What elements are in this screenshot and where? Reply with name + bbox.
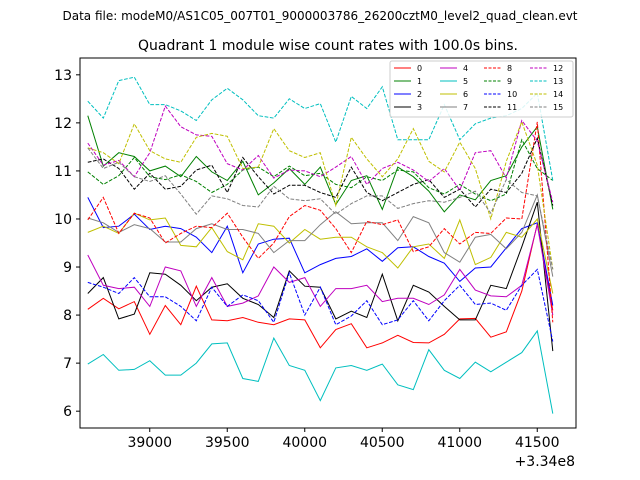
x-tick-label: 39500 [205,435,250,451]
legend-label-14: 14 [553,90,563,99]
series-line-14 [87,120,554,270]
plot-area-frame [79,57,577,429]
legend-label-15: 15 [553,103,563,112]
x-offset-label: +3.34e8 [515,454,575,470]
legend-label-9: 9 [507,77,512,86]
legend-label-13: 13 [553,77,563,86]
series-line-9 [87,138,554,202]
y-tick-label: 12 [54,116,72,132]
legend-label-10: 10 [507,90,517,99]
y-tick-label: 13 [54,68,72,84]
series-line-4 [87,224,554,316]
y-tick-label: 11 [54,164,72,180]
series-line-8 [87,121,554,323]
series-line-11 [87,136,554,208]
x-tick-label: 40500 [360,435,405,451]
x-tick-label: 41500 [515,435,560,451]
series-line-10 [87,268,554,342]
legend-label-11: 11 [507,103,517,112]
x-tick-label: 39000 [127,435,172,451]
legend-frame [389,60,574,118]
chart-title: Quadrant 1 module wise count rates with … [138,38,518,54]
legend-label-3: 3 [417,103,422,112]
series-line-5 [87,329,554,414]
x-tick-label: 41000 [437,435,482,451]
series-line-15 [87,147,554,270]
y-tick-label: 8 [63,308,72,324]
chart-suptitle: Data file: modeM0/AS1C05_007T01_90000037… [62,9,577,23]
series-line-0 [87,223,554,349]
series-line-2 [87,197,554,306]
legend-label-5: 5 [463,77,468,86]
plot-lines [87,76,554,414]
y-axis: 6 7 8 9 10 11 12 13 [54,68,80,420]
y-tick-label: 9 [63,260,72,276]
series-line-12 [87,105,554,203]
series-line-7 [87,193,554,277]
y-tick-label: 10 [54,212,72,228]
legend-label-1: 1 [417,77,422,86]
legend-label-12: 12 [553,64,563,73]
y-tick-label: 6 [63,404,72,420]
series-line-13 [87,76,554,181]
series-line-6 [87,212,554,294]
y-tick-label: 7 [63,356,72,372]
x-axis: 39000 39500 40000 40500 41000 41500 [127,428,560,451]
series-line-1 [87,115,554,213]
x-tick-label: 40000 [282,435,327,451]
legend-label-8: 8 [507,64,512,73]
legend-label-4: 4 [463,64,468,73]
legend-label-6: 6 [463,90,468,99]
legend-label-7: 7 [463,103,468,112]
legend-label-2: 2 [417,90,422,99]
legend-label-0: 0 [417,64,422,73]
